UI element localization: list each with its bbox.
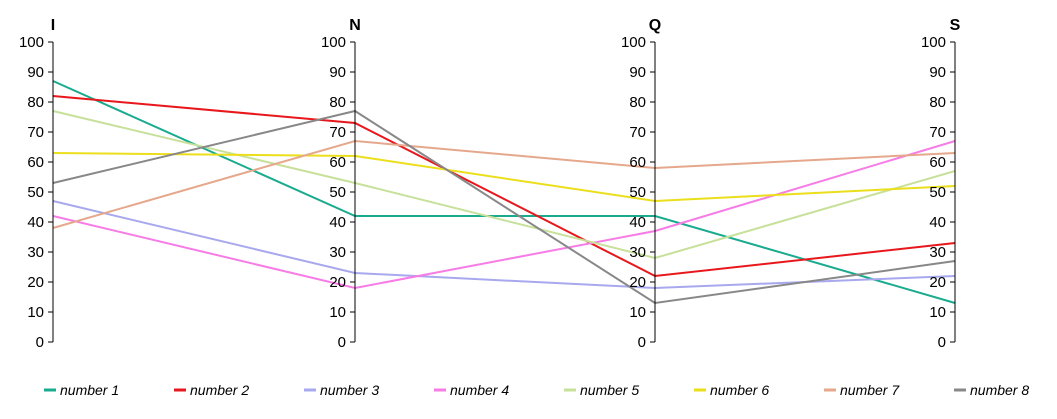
legend-item: number 5 bbox=[564, 382, 639, 398]
legend: number 1 number 2 number 3 number 4 number 5… bbox=[44, 382, 1029, 398]
tick-label: 0 bbox=[638, 334, 646, 351]
legend-item: number 7 bbox=[824, 382, 900, 398]
tick-label: 30 bbox=[929, 244, 946, 261]
tick-label: 0 bbox=[338, 334, 346, 351]
tick-label: 70 bbox=[27, 124, 44, 141]
tick-label: 10 bbox=[929, 304, 946, 321]
tick-label: 50 bbox=[27, 184, 44, 201]
legend-label: number 2 bbox=[190, 382, 249, 398]
tick-label: 30 bbox=[629, 244, 646, 261]
tick-label: 50 bbox=[629, 184, 646, 201]
axis-title: Q bbox=[649, 17, 661, 34]
axis-title: S bbox=[950, 17, 961, 34]
series-line-number-8 bbox=[52, 109, 956, 305]
series-line-number-2 bbox=[52, 95, 956, 278]
tick-label: 10 bbox=[629, 304, 646, 321]
tick-label: 90 bbox=[329, 64, 346, 81]
series-lines bbox=[52, 80, 956, 305]
tick-label: 70 bbox=[929, 124, 946, 141]
tick-label: 20 bbox=[929, 274, 946, 291]
legend-label: number 8 bbox=[970, 382, 1029, 398]
series-line-number-7 bbox=[52, 139, 956, 229]
legend-item: number 6 bbox=[694, 382, 769, 398]
tick-label: 40 bbox=[629, 214, 646, 231]
tick-label: 0 bbox=[938, 334, 946, 351]
series-line-number-5 bbox=[52, 110, 956, 260]
tick-label: 40 bbox=[329, 214, 346, 231]
axes: 0102030405060708090100I01020304050607080… bbox=[19, 17, 961, 351]
tick-label: 20 bbox=[329, 274, 346, 291]
tick-label: 20 bbox=[27, 274, 44, 291]
tick-label: 90 bbox=[629, 64, 646, 81]
tick-label: 90 bbox=[27, 64, 44, 81]
series-line-number-4 bbox=[52, 140, 956, 290]
tick-label: 100 bbox=[621, 34, 646, 51]
tick-label: 60 bbox=[329, 154, 346, 171]
axis-title: N bbox=[349, 17, 361, 34]
legend-item: number 1 bbox=[44, 382, 119, 398]
tick-label: 10 bbox=[27, 304, 44, 321]
tick-label: 30 bbox=[329, 244, 346, 261]
tick-label: 100 bbox=[19, 34, 44, 51]
legend-item: number 3 bbox=[304, 382, 379, 398]
legend-item: number 2 bbox=[174, 382, 249, 398]
tick-label: 80 bbox=[27, 94, 44, 111]
legend-label: number 3 bbox=[320, 382, 379, 398]
legend-label: number 7 bbox=[840, 382, 900, 398]
tick-label: 10 bbox=[329, 304, 346, 321]
tick-label: 60 bbox=[929, 154, 946, 171]
tick-label: 60 bbox=[27, 154, 44, 171]
tick-label: 50 bbox=[329, 184, 346, 201]
legend-item: number 4 bbox=[434, 382, 509, 398]
legend-label: number 1 bbox=[60, 382, 119, 398]
axis-i: 0 10 20 30 40 50 60 70 80 90 100 I bbox=[19, 17, 55, 351]
tick-label: 40 bbox=[27, 214, 44, 231]
axis-title: I bbox=[51, 17, 55, 34]
tick-label: 70 bbox=[329, 124, 346, 141]
tick-label: 70 bbox=[629, 124, 646, 141]
tick-label: 90 bbox=[929, 64, 946, 81]
legend-item: number 8 bbox=[954, 382, 1029, 398]
tick-label: 30 bbox=[27, 244, 44, 261]
tick-label: 40 bbox=[929, 214, 946, 231]
tick-label: 80 bbox=[629, 94, 646, 111]
tick-label: 0 bbox=[36, 334, 44, 351]
tick-label: 50 bbox=[929, 184, 946, 201]
tick-label: 100 bbox=[321, 34, 346, 51]
legend-label: number 6 bbox=[710, 382, 769, 398]
tick-label: 80 bbox=[329, 94, 346, 111]
series-line-number-6 bbox=[52, 152, 956, 203]
tick-label: 20 bbox=[629, 274, 646, 291]
legend-label: number 5 bbox=[580, 382, 639, 398]
tick-label: 100 bbox=[921, 34, 946, 51]
tick-label: 80 bbox=[929, 94, 946, 111]
tick-label: 60 bbox=[629, 154, 646, 171]
series-line-number-3 bbox=[52, 200, 956, 290]
legend-label: number 4 bbox=[450, 382, 509, 398]
